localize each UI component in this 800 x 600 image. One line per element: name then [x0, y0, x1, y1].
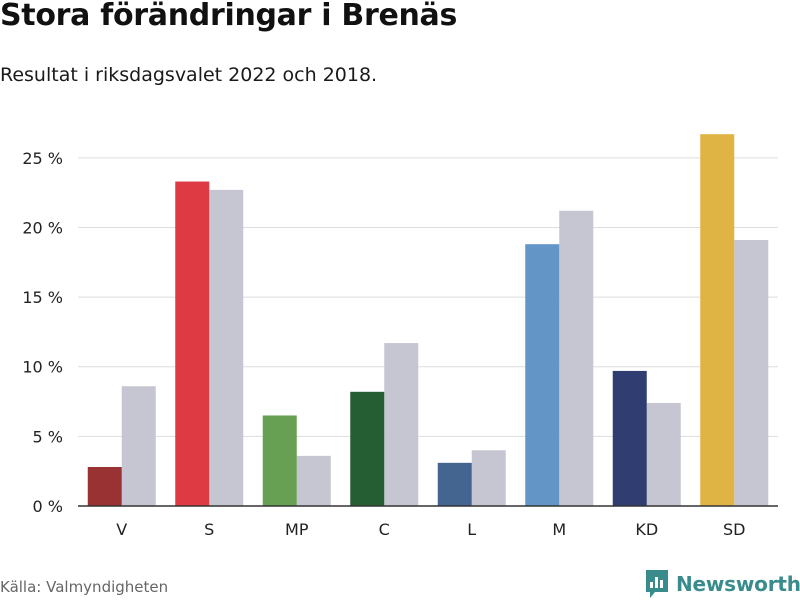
- bar-2018-mp: [296, 455, 331, 506]
- x-tick-label: M: [552, 520, 566, 539]
- x-tick-label: KD: [635, 520, 658, 539]
- bar-2022-s: [175, 181, 210, 506]
- chart-subtitle: Resultat i riksdagsvalet 2022 och 2018.: [0, 64, 378, 86]
- bar-2022-l: [437, 462, 472, 506]
- bar-2022-c: [350, 391, 385, 506]
- brand-name: Newsworthy: [676, 572, 800, 596]
- bar-2018-kd: [646, 402, 681, 506]
- x-tick-label: MP: [285, 520, 309, 539]
- y-tick-label: 25 %: [22, 149, 63, 168]
- x-tick-label: SD: [723, 520, 745, 539]
- bar-2022-m: [525, 244, 560, 506]
- x-tick-label: L: [467, 520, 476, 539]
- bar-2018-v: [121, 386, 156, 506]
- bar-2018-c: [384, 343, 419, 506]
- source-note: Källa: Valmyndigheten: [0, 578, 169, 596]
- x-tick-label: V: [116, 520, 127, 539]
- x-tick-label: S: [204, 520, 214, 539]
- bar-chart: 0 % 5 % 10 % 15 % 20 % 25 % V S MP C L M KD SD: [22, 134, 778, 539]
- newsworthy-icon: [646, 570, 668, 598]
- y-tick-label: 15 %: [22, 288, 63, 307]
- bar-2018-sd: [734, 240, 769, 506]
- y-tick-label: 20 %: [22, 218, 63, 237]
- newsworthy-logo: Newsworthy: [644, 568, 800, 600]
- y-tick-label: 10 %: [22, 358, 63, 377]
- bar-2022-kd: [612, 370, 647, 506]
- y-tick-label: 5 %: [33, 427, 63, 446]
- bar-2018-s: [209, 189, 244, 507]
- bar-2022-v: [87, 467, 122, 506]
- y-tick-label: 0 %: [33, 497, 63, 516]
- bar-2018-l: [471, 450, 506, 506]
- bar-2022-sd: [700, 134, 735, 506]
- bar-2022-mp: [262, 415, 297, 506]
- x-tick-label: C: [379, 520, 390, 539]
- chart-title: Stora förändringar i Brenäs: [0, 0, 458, 33]
- bar-2018-m: [559, 210, 594, 506]
